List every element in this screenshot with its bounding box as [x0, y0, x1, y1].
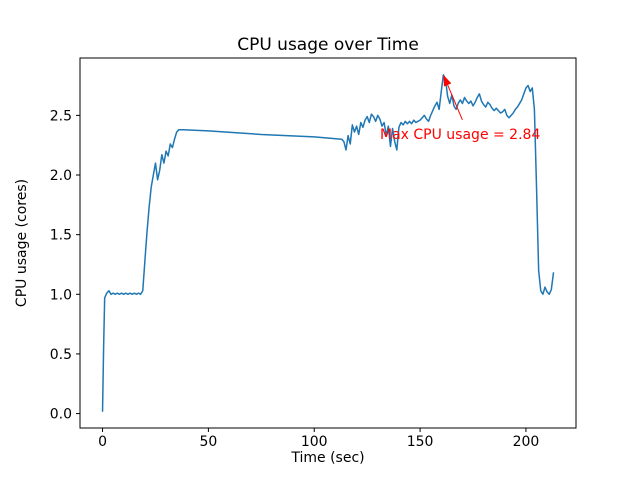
chart-title: CPU usage over Time — [237, 35, 419, 55]
y-tick-label: 2.0 — [50, 168, 72, 184]
y-axis-label: CPU usage (cores) — [14, 179, 30, 307]
annotation-arrow-line — [447, 84, 463, 121]
x-tick-label: 50 — [199, 434, 217, 450]
axes-spines — [79, 57, 577, 429]
cpu-usage-line — [101, 74, 555, 412]
annotation-text: Max CPU usage = 2.84 — [380, 127, 540, 143]
y-tick-label: 0.5 — [50, 347, 72, 363]
x-tick-label: 150 — [407, 434, 434, 450]
plot-area: 0 50 100 150 200 0.0 0.5 1.0 1.5 2.0 2.5 — [50, 57, 577, 450]
x-tick-label: 0 — [98, 434, 107, 450]
y-tick-label: 0.0 — [50, 407, 72, 423]
y-tick-label: 2.5 — [50, 108, 72, 124]
annotation-arrow-head — [443, 74, 452, 87]
y-tick-label: 1.5 — [50, 228, 72, 244]
y-tick-label: 1.0 — [50, 287, 72, 303]
x-axis-label: Time (sec) — [290, 450, 364, 466]
x-tick-label: 100 — [301, 434, 328, 450]
x-tick-label: 200 — [513, 434, 540, 450]
